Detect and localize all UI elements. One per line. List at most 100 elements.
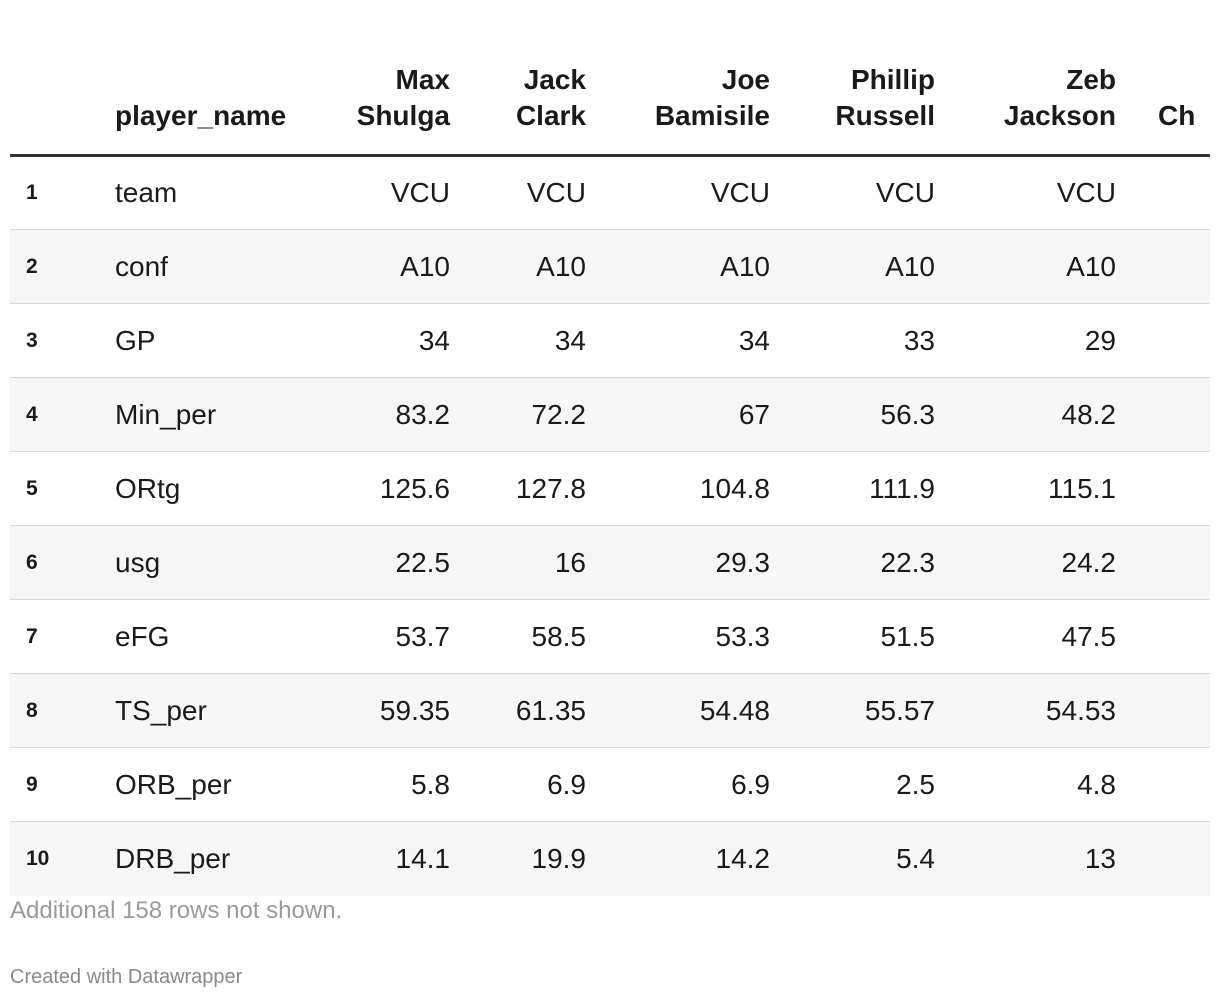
table-cell: 111.9	[770, 451, 935, 526]
table-cell: 56.3	[770, 377, 935, 452]
table-cell: 104.8	[586, 451, 770, 526]
table-cell: 55.57	[770, 673, 935, 748]
row-stat-name: DRB_per	[98, 821, 302, 896]
table-cell: A10	[586, 229, 770, 304]
row-index: 7	[10, 599, 98, 674]
table-cell-cut-off	[1116, 451, 1210, 526]
row-stat-name: ORtg	[98, 451, 302, 526]
table-cell-cut-off	[1116, 377, 1210, 452]
table-row: 1 team VCU VCU VCU VCU VCU	[10, 155, 1210, 230]
table-cell: 5.8	[302, 747, 450, 822]
table-cell: 34	[302, 303, 450, 378]
table-cell: 67	[586, 377, 770, 452]
column-header-player-name[interactable]: player_name	[98, 0, 302, 157]
header-last-name: Clark	[515, 100, 586, 131]
column-header-zeb-jackson[interactable]: Zeb Jackson	[935, 0, 1116, 157]
header-first-name: Phillip	[851, 64, 935, 95]
row-stat-name: team	[115, 177, 178, 208]
table-cell: 59.35	[302, 673, 450, 748]
table-cell: 83.2	[302, 377, 450, 452]
table-cell: 4.8	[935, 747, 1116, 822]
table-cell: VCU	[390, 177, 450, 208]
table-cell: 29	[935, 303, 1116, 378]
table-cell: 54.53	[935, 673, 1116, 748]
row-index: 4	[10, 377, 98, 452]
table-cell: 24.2	[935, 525, 1116, 600]
datawrapper-credit: Created with Datawrapper	[10, 966, 243, 988]
table-cell-cut-off	[1116, 673, 1210, 748]
table-cell: 61.35	[450, 673, 586, 748]
header-first-name: Max	[395, 64, 450, 95]
column-header-next-partial[interactable]: Ch	[1116, 0, 1210, 157]
table-cell: 29.3	[586, 525, 770, 600]
table-row: 10 DRB_per 14.1 19.9 14.2 5.4 13	[10, 821, 1210, 896]
row-index: 3	[10, 303, 98, 378]
table-cell: A10	[450, 229, 586, 304]
table-row: 7 eFG 53.7 58.5 53.3 51.5 47.5	[10, 599, 1210, 674]
table-cell: A10	[770, 229, 935, 304]
row-stat-name: GP	[98, 303, 302, 378]
header-first-name: Jack	[523, 64, 586, 95]
column-header-index[interactable]	[10, 0, 98, 157]
table-cell: 2.5	[770, 747, 935, 822]
table-cell: 22.3	[770, 525, 935, 600]
table-cell: 19.9	[450, 821, 586, 896]
table-cell: VCU	[875, 177, 935, 208]
table-row: 9 ORB_per 5.8 6.9 6.9 2.5 4.8	[10, 747, 1210, 822]
column-header-max-shulga[interactable]: Max Shulga	[302, 0, 450, 157]
row-stat-name: usg	[98, 525, 302, 600]
data-table: player_name Max Shulga Jack Clark Joe Ba…	[10, 0, 1210, 896]
table-cell: 47.5	[935, 599, 1116, 674]
table-cell: 127.8	[450, 451, 586, 526]
row-stat-name: conf	[98, 229, 302, 304]
column-header-phillip-russell[interactable]: Phillip Russell	[770, 0, 935, 157]
table-cell: 53.7	[302, 599, 450, 674]
table-cell: VCU	[710, 177, 770, 208]
table-cell: 14.1	[302, 821, 450, 896]
header-row: player_name Max Shulga Jack Clark Joe Ba…	[10, 0, 1210, 157]
column-header-jack-clark[interactable]: Jack Clark	[450, 0, 586, 157]
table-cell-cut-off	[1116, 599, 1210, 674]
table-row: 3 GP 34 34 34 33 29	[10, 303, 1210, 378]
table-cell: 14.2	[586, 821, 770, 896]
row-index: 8	[10, 673, 98, 748]
table-cell-cut-off	[1116, 525, 1210, 600]
header-last-name: Shulga	[356, 100, 450, 131]
row-index: 2	[10, 229, 98, 304]
rows-not-shown-note: Additional 158 rows not shown.	[10, 897, 343, 924]
header-first-name: Zeb	[1066, 64, 1116, 95]
row-stat-name: Min_per	[98, 377, 302, 452]
row-index: 10	[10, 821, 98, 896]
table-cell: 53.3	[586, 599, 770, 674]
table-cell: VCU	[526, 177, 586, 208]
table-cell-cut-off	[1116, 303, 1210, 378]
table-cell: 22.5	[302, 525, 450, 600]
table-row: 6 usg 22.5 16 29.3 22.3 24.2	[10, 525, 1210, 600]
table-cell-cut-off	[1116, 229, 1210, 304]
row-stat-name: eFG	[98, 599, 302, 674]
table-row: 2 conf A10 A10 A10 A10 A10	[10, 229, 1210, 304]
table-cell: 125.6	[302, 451, 450, 526]
table-cell: 6.9	[586, 747, 770, 822]
table-cell: 51.5	[770, 599, 935, 674]
data-table-container: player_name Max Shulga Jack Clark Joe Ba…	[10, 0, 1210, 896]
table-cell: A10	[302, 229, 450, 304]
table-cell: 48.2	[935, 377, 1116, 452]
table-cell: A10	[935, 229, 1116, 304]
header-last-name: Jackson	[1003, 100, 1116, 131]
table-row: 8 TS_per 59.35 61.35 54.48 55.57 54.53	[10, 673, 1210, 748]
table-cell-cut-off	[1116, 156, 1210, 230]
table-cell: 58.5	[450, 599, 586, 674]
table-cell: 34	[586, 303, 770, 378]
row-stat-name: ORB_per	[98, 747, 302, 822]
column-header-joe-bamisile[interactable]: Joe Bamisile	[586, 0, 770, 157]
row-stat-name: TS_per	[98, 673, 302, 748]
table-cell: 54.48	[586, 673, 770, 748]
table-cell: 34	[450, 303, 586, 378]
row-index: 6	[10, 525, 98, 600]
table-cell-cut-off	[1116, 747, 1210, 822]
table-cell: 6.9	[450, 747, 586, 822]
table-cell: 16	[450, 525, 586, 600]
header-first-name: Joe	[721, 64, 770, 95]
table-cell: 115.1	[935, 451, 1116, 526]
